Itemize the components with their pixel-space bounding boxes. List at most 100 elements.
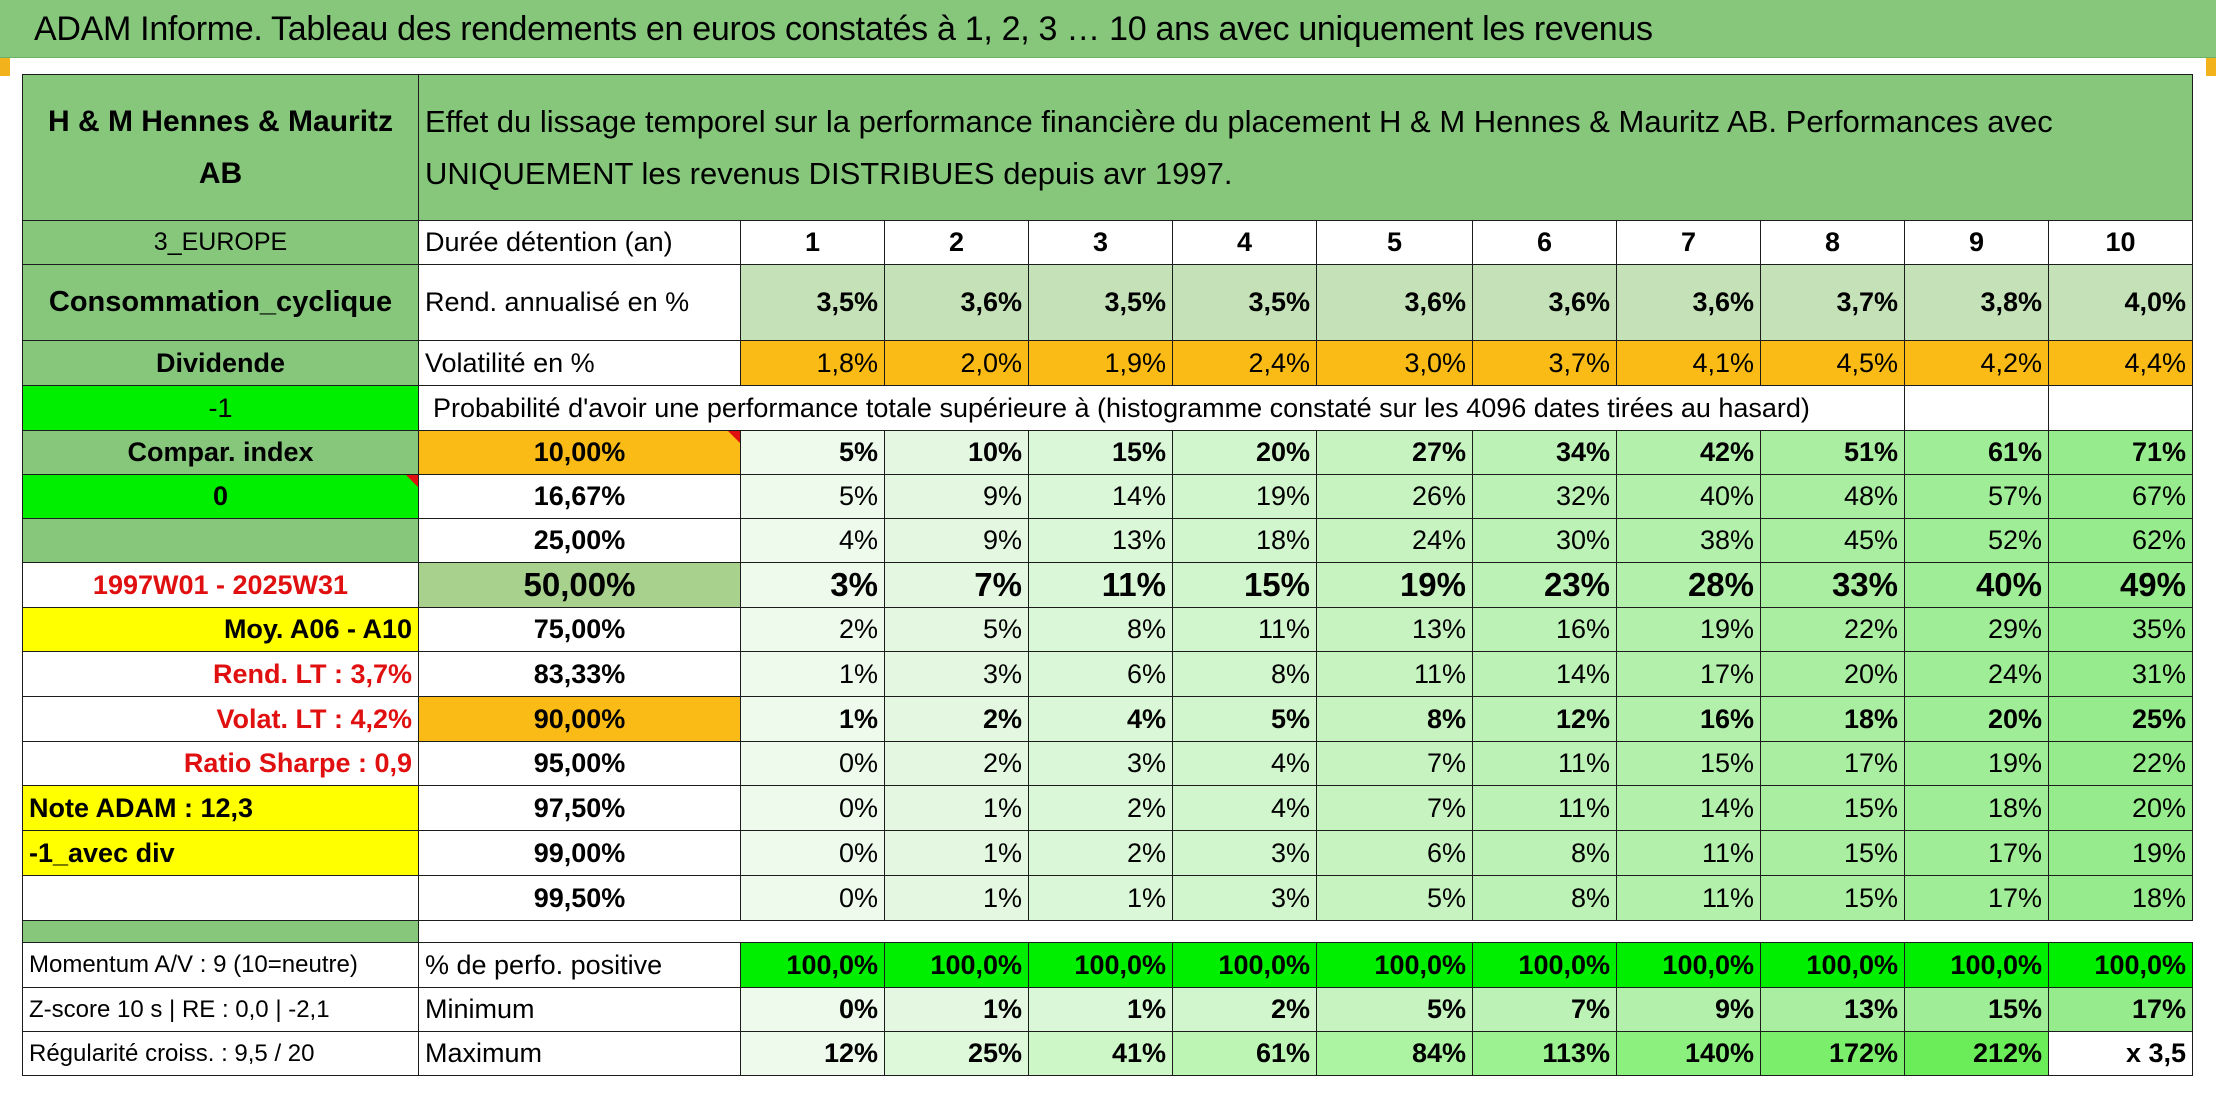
minimum-cell: 1% [1028,987,1173,1032]
probability-cell: 5% [1316,875,1473,921]
probability-cell: 17% [1616,651,1761,697]
probability-cell: 1% [884,785,1029,831]
probability-cell: 23% [1472,562,1617,608]
probability-cell: 5% [740,474,885,519]
maximum-label: Maximum [418,1031,741,1076]
probability-cell: 57% [1904,474,2049,519]
volatility-cell: 4,4% [2048,340,2193,386]
description-line-2: UNIQUEMENT les revenus DISTRIBUES depuis… [425,155,1233,191]
volatility-cell: 1,8% [740,340,885,386]
maximum-cell: 61% [1172,1031,1317,1076]
probability-cell: 5% [884,607,1029,652]
probability-cell: 16% [1616,696,1761,742]
empty-green-cell [22,518,419,563]
probability-cell: 7% [1316,785,1473,831]
probability-cell: 13% [1028,518,1173,563]
probability-cell: 4% [1028,696,1173,742]
corner-marker-right [2206,58,2216,76]
volatility-cell: 3,0% [1316,340,1473,386]
probability-cell: 20% [1760,651,1905,697]
volatility-cell: 2,4% [1172,340,1317,386]
annual-return-cell: 3,6% [1616,264,1761,341]
probability-cell: 20% [1172,430,1317,475]
annual-return-cell: 3,5% [740,264,885,341]
probability-cell: 15% [1028,430,1173,475]
year-header: 8 [1760,220,1905,265]
empty-cell [1904,385,2049,431]
probability-cell: 8% [1472,830,1617,876]
table-row: Moy. A06 - A10 75,00% 2% 5% 8% 11% 13% 16% 19% 22… [22,607,2193,652]
probability-cell: 19% [1316,562,1473,608]
threshold-cell: 10,00% [418,430,741,475]
probability-cell: 2% [884,741,1029,786]
probability-cell: 32% [1472,474,1617,519]
probability-cell: 35% [2048,607,2193,652]
probability-cell: 11% [1028,562,1173,608]
maximum-cell: 84% [1316,1031,1473,1076]
volatility-cell: 4,1% [1616,340,1761,386]
probability-cell: 48% [1760,474,1905,519]
probability-cell: 11% [1316,651,1473,697]
probability-cell: 49% [2048,562,2193,608]
probability-cell: 9% [884,518,1029,563]
table-row: Compar. index 10,00% 5% 10% 15% 20% 27% 34% 42% 5… [22,430,2193,475]
probability-header: Probabilité d'avoir une performance tota… [418,385,1905,431]
annual-return-cell: 3,5% [1028,264,1173,341]
year-header: 3 [1028,220,1173,265]
table-row: 25,00% 4% 9% 13% 18% 24% 30% 38% 45% 52% 62% [22,518,2193,563]
table-row: -1_avec div 99,00% 0% 1% 2% 3% 6% 8% 11% 15% 17% 19… [22,830,2193,876]
probability-cell: 8% [1472,875,1617,921]
table-row: Dividende Volatilité en % 1,8% 2,0% 1,9% 2,4%… [22,340,2193,386]
probability-cell: 25% [2048,696,2193,742]
threshold-cell: 75,00% [418,607,741,652]
probability-cell: 19% [2048,830,2193,876]
probability-cell: 15% [1760,830,1905,876]
probability-cell: 42% [1616,430,1761,475]
probability-cell: 19% [1616,607,1761,652]
annual-return-cell: 3,6% [1316,264,1473,341]
probability-cell: 2% [1028,785,1173,831]
probability-cell: 1% [740,696,885,742]
probability-cell: 62% [2048,518,2193,563]
minimum-label: Minimum [418,987,741,1032]
positive-perf-cell: 100,0% [1472,942,1617,988]
probability-cell: 11% [1616,830,1761,876]
compar-index-label: Compar. index [22,430,419,475]
empty-cell [2048,385,2193,431]
probability-cell: 28% [1616,562,1761,608]
table-row: Ratio Sharpe : 0,9 95,00% 0% 2% 3% 4% 7% 11% 15%… [22,741,2193,786]
probability-cell: 18% [2048,875,2193,921]
positive-perf-cell: 100,0% [740,942,885,988]
probability-cell: 27% [1316,430,1473,475]
regularity-label: Régularité croiss. : 9,5 / 20 [22,1031,419,1076]
probability-cell: 31% [2048,651,2193,697]
probability-cell: 2% [884,696,1029,742]
probability-cell: 71% [2048,430,2193,475]
momentum-label: Momentum A/V : 9 (10=neutre) [22,942,419,988]
table-row: 1997W01 - 2025W31 50,00% 3% 7% 11% 15% 19% 23% 2… [22,562,2193,608]
positive-perf-cell: 100,0% [1616,942,1761,988]
annual-return-cell: 3,7% [1760,264,1905,341]
probability-cell: 38% [1616,518,1761,563]
probability-cell: 4% [1172,785,1317,831]
empty-cell [22,875,419,921]
annual-return-cell: 3,8% [1904,264,2049,341]
positive-perf-cell: 100,0% [2048,942,2193,988]
probability-cell: 67% [2048,474,2193,519]
minimum-cell: 1% [884,987,1029,1032]
probability-cell: 17% [1904,875,2049,921]
probability-cell: 22% [1760,607,1905,652]
probability-cell: 11% [1172,607,1317,652]
maximum-cell: 172% [1760,1031,1905,1076]
maximum-cell: 212% [1904,1031,2049,1076]
probability-cell: 20% [2048,785,2193,831]
maximum-cell: x 3,5 [2048,1031,2193,1076]
duration-label: Durée détention (an) [418,220,741,265]
zscore-label: Z-score 10 s | RE : 0,0 | -2,1 [22,987,419,1032]
minimum-cell: 0% [740,987,885,1032]
probability-cell: 7% [884,562,1029,608]
long-term-volatility: Volat. LT : 4,2% [22,696,419,742]
year-header: 2 [884,220,1029,265]
probability-cell: 40% [1616,474,1761,519]
table-row: Volat. LT : 4,2% 90,00% 1% 2% 4% 5% 8% 12% 16% 18… [22,696,2193,742]
